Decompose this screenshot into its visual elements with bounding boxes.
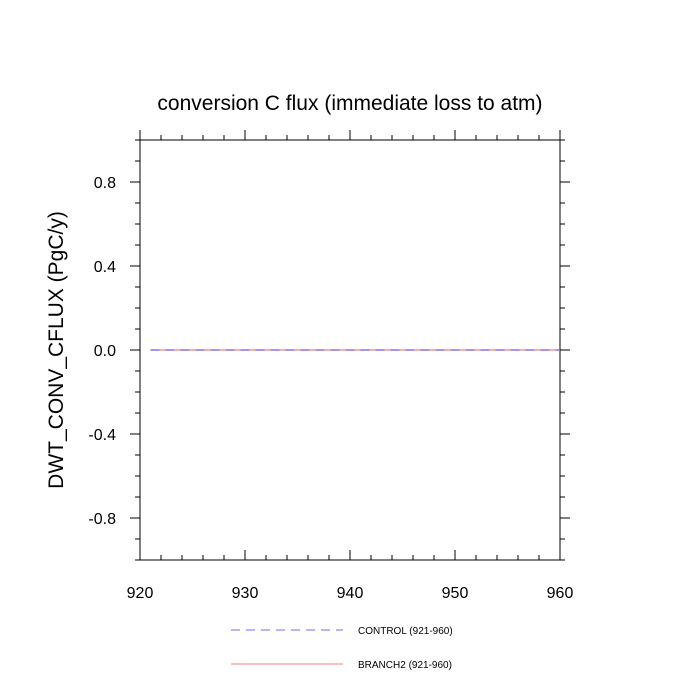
x-tick-label: 960	[547, 585, 574, 602]
y-axis-label: DWT_CONV_CFLUX (PgC/y)	[45, 211, 68, 489]
legend-label: CONTROL (921-960)	[358, 626, 453, 637]
axis-ticks: 920 930 940 950 960 -0.8 -0.4 0.0 0.4 0.8	[88, 130, 573, 602]
x-tick-label: 920	[127, 585, 154, 602]
y-tick-label: 0.8	[94, 175, 116, 192]
y-tick-label: 0.0	[94, 343, 116, 360]
y-tick-label: 0.4	[94, 259, 116, 276]
y-tick-label: -0.4	[88, 427, 116, 444]
x-tick-label: 940	[337, 585, 364, 602]
chart-title: conversion C flux (immediate loss to atm…	[157, 92, 542, 115]
x-tick-label: 930	[232, 585, 259, 602]
y-tick-label: -0.8	[88, 511, 116, 528]
legend: CONTROL (921-960) BRANCH2 (921-960)	[231, 626, 453, 671]
legend-label: BRANCH2 (921-960)	[358, 660, 452, 671]
x-tick-label: 950	[442, 585, 469, 602]
